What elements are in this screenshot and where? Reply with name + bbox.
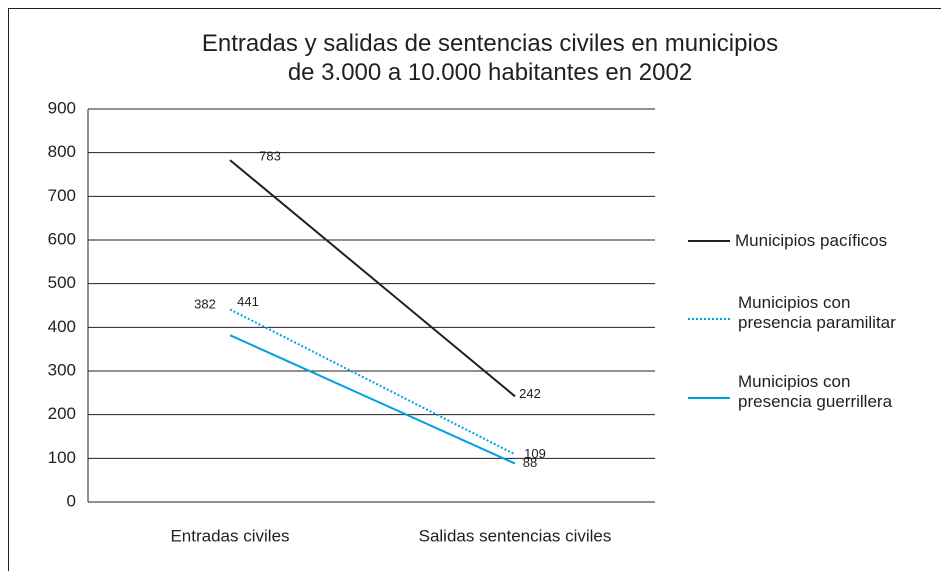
series-line xyxy=(229,334,516,465)
x-tick-label: Entradas civiles xyxy=(170,526,289,545)
y-tick-label: 300 xyxy=(48,360,76,379)
data-label: 242 xyxy=(519,386,541,401)
data-label: 109 xyxy=(524,446,546,461)
y-tick-label: 900 xyxy=(48,98,76,117)
legend-label: Municipios con presencia paramilitar xyxy=(738,293,896,333)
y-tick-label: 200 xyxy=(48,404,76,423)
data-label: 783 xyxy=(259,149,281,164)
data-label: 441 xyxy=(237,294,259,309)
legend-label: Municipios pacíficos xyxy=(735,230,888,250)
y-tick-label: 700 xyxy=(48,186,76,205)
y-tick-label: 600 xyxy=(48,229,76,248)
frame xyxy=(8,8,941,571)
series-line xyxy=(229,159,516,398)
data-label: 88 xyxy=(523,455,537,470)
legend-label: Municipios con presencia guerrillera xyxy=(738,372,893,412)
chart-title: Entradas y salidas de sentencias civiles… xyxy=(201,30,779,86)
y-tick-label: 0 xyxy=(67,491,76,510)
y-tick-label: 800 xyxy=(48,142,76,161)
y-tick-label: 500 xyxy=(48,273,76,292)
y-tick-label: 400 xyxy=(48,317,76,336)
data-label: 382 xyxy=(194,297,216,312)
series-line xyxy=(229,308,516,456)
x-tick-label: Salidas sentencias civiles xyxy=(419,526,612,545)
y-tick-label: 100 xyxy=(48,448,76,467)
